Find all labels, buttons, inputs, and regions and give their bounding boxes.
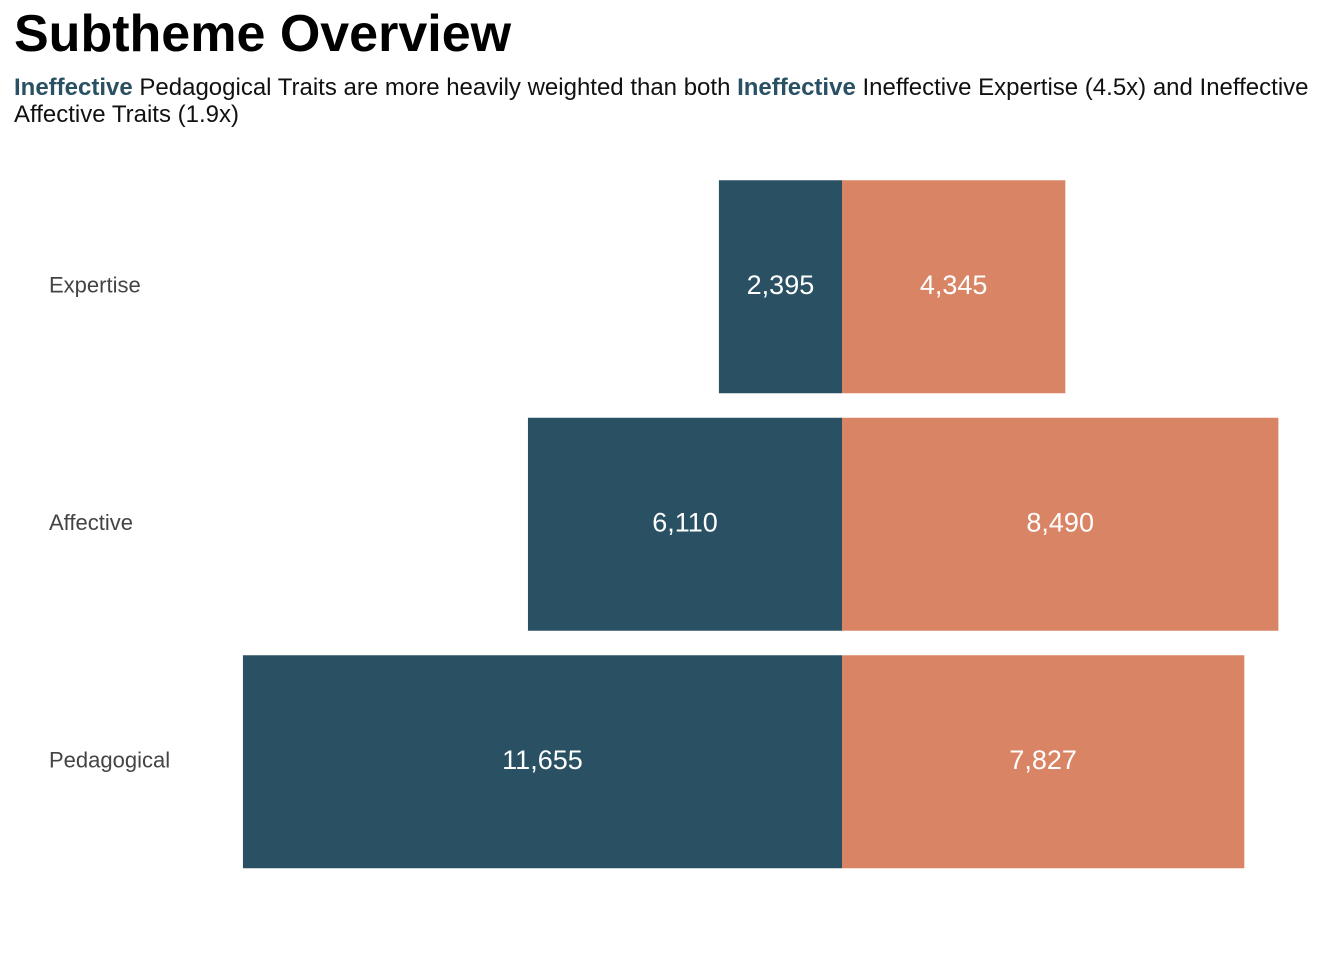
subtitle-part: Ineffective xyxy=(737,74,856,101)
bar xyxy=(718,180,842,394)
chart-subtitle: Ineffective Pedagogical Traits are more … xyxy=(14,74,1339,128)
subtitle-part: Pedagogical Traits are more heavily weig… xyxy=(132,74,738,101)
category-label: Affective xyxy=(49,510,133,535)
value-label: 7,827 xyxy=(1009,745,1077,775)
bar xyxy=(842,655,1245,869)
value-label: 4,345 xyxy=(920,270,988,300)
value-label: 2,395 xyxy=(747,270,815,300)
value-label: 8,490 xyxy=(1026,507,1094,537)
bar xyxy=(527,417,842,631)
category-label: Pedagogical xyxy=(49,748,170,773)
chart-title: Subtheme Overview xyxy=(14,5,512,63)
value-label: 11,655 xyxy=(502,745,583,775)
bar xyxy=(242,655,843,869)
category-label: Expertise xyxy=(49,273,141,298)
bar xyxy=(842,417,1279,631)
bar xyxy=(842,180,1066,394)
value-label: 6,110 xyxy=(652,507,718,537)
subtitle-part: Ineffective Expertise (4.5x) and Ineffec… xyxy=(14,74,1314,128)
subtitle-part: Ineffective xyxy=(14,74,133,101)
